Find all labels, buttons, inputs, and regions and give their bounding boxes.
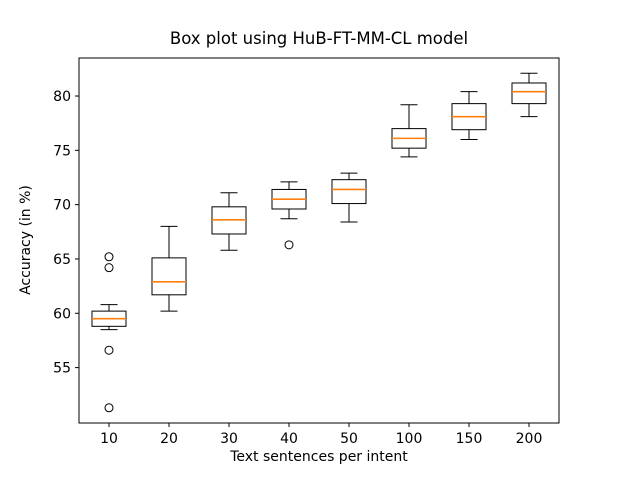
x-tick-label: 150: [456, 431, 483, 447]
x-tick-label: 30: [220, 431, 238, 447]
x-tick-label: 200: [516, 431, 543, 447]
box: [151, 257, 187, 296]
y-axis-label: Accuracy (in %): [18, 185, 34, 295]
flier-point: [104, 252, 114, 262]
y-tick-label: 75: [53, 143, 71, 159]
x-tick-label: 100: [396, 431, 423, 447]
flier-point: [284, 240, 294, 250]
box: [331, 179, 367, 205]
y-tick-label: 80: [53, 89, 71, 105]
y-tick-label: 65: [53, 252, 71, 268]
y-tick-label: 60: [53, 306, 71, 322]
flier-point: [104, 263, 114, 273]
plot-content: 55 60 65 70 75 80 10 20 30 40 50 100 150 200: [53, 57, 560, 447]
box: [511, 82, 547, 105]
y-tick-label: 70: [53, 198, 71, 214]
flier-point: [104, 403, 114, 413]
axes-frame: [78, 57, 560, 424]
x-axis-label: Text sentences per intent: [229, 449, 408, 465]
x-tick-label: 10: [100, 431, 118, 447]
x-tick-label: 40: [280, 431, 298, 447]
y-tick-label: 55: [53, 361, 71, 377]
chart-title: Box plot using HuB-FT-MM-CL model: [170, 29, 468, 48]
flier-point: [104, 345, 114, 355]
x-tick-label: 50: [340, 431, 358, 447]
x-tick-label: 20: [160, 431, 178, 447]
